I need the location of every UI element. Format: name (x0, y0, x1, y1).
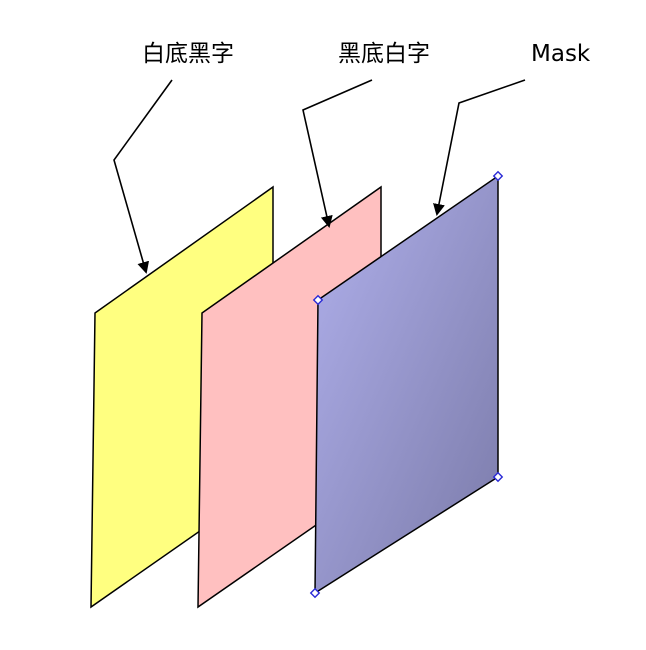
selection-handle-top-left[interactable] (312, 294, 324, 306)
callout-arrow-white-bg-black-text (113, 79, 173, 274)
label-mask: Mask (531, 41, 591, 67)
mask-selection-handles[interactable] (309, 170, 504, 599)
selection-handle-bottom-left[interactable] (309, 587, 321, 599)
callout-arrow-mask (433, 79, 526, 216)
selection-handle-top-right[interactable] (492, 170, 504, 182)
label-black-bg-white-text: 黑底白字 (338, 41, 430, 67)
label-white-bg-black-text: 白底黑字 (142, 41, 234, 67)
callout-arrow-black-bg-white-text (302, 79, 373, 228)
selection-handle-bottom-right[interactable] (492, 471, 504, 483)
